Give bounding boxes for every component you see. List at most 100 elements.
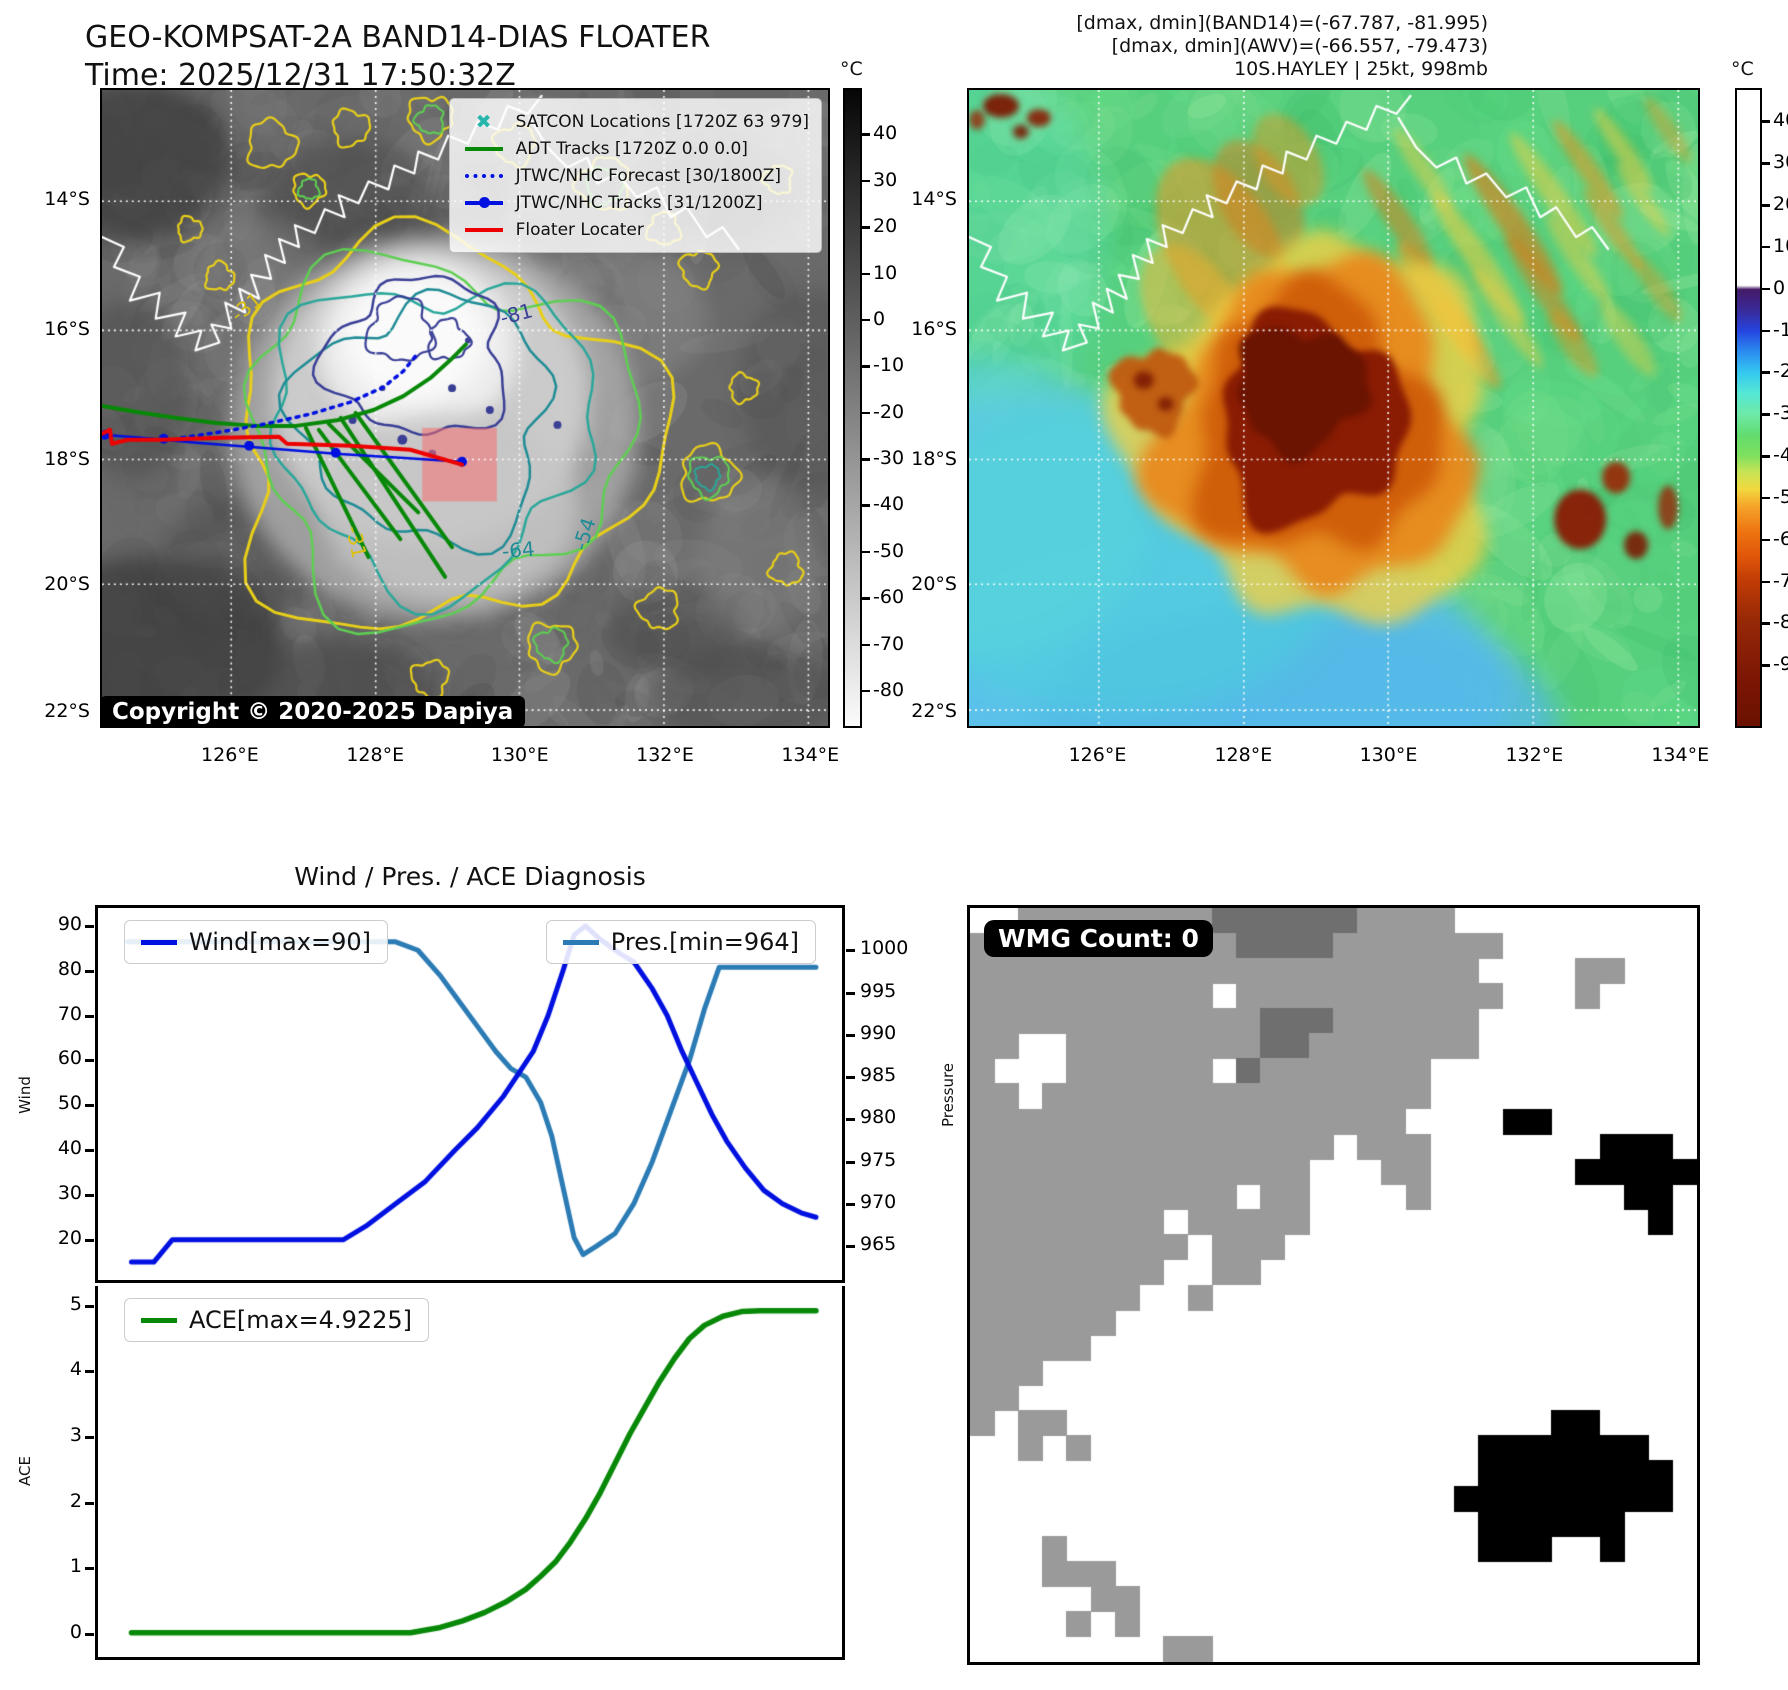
chart-tick-label: 30 [57, 1181, 82, 1204]
ace-legend-label: ACE[max=4.9225] [189, 1306, 413, 1334]
lat-tick-label: 22°S [911, 700, 957, 722]
colorbar-tick-label: -10 [1773, 318, 1788, 341]
stat-awv-dmax-dmin: [dmax, dmin](AWV)=(-66.557, -79.473) [1111, 35, 1488, 57]
chart-tick-label: 1 [69, 1555, 82, 1578]
lat-tick-label: 22°S [44, 700, 90, 722]
colorbar-tick-label: 10 [873, 261, 898, 284]
chart-tick-label: 80 [57, 957, 82, 980]
wind-legend: Wind[max=90] [124, 920, 388, 964]
lon-tick-label: 130°E [490, 744, 549, 766]
colorbar-tick-label: 20 [1773, 193, 1788, 216]
band14-colorbar [843, 88, 862, 728]
chart-tick-label: 2 [69, 1489, 82, 1512]
chart-tick [846, 949, 855, 953]
page-title: GEO-KOMPSAT-2A BAND14-DIAS FLOATER [85, 20, 711, 55]
chart-tick [85, 1633, 94, 1637]
colorbar-tick-label: -50 [1773, 485, 1788, 508]
chart-tick [85, 1304, 94, 1308]
timestamp: Time: 2025/12/31 17:50:32Z [85, 58, 516, 93]
chart-tick [846, 1245, 855, 1249]
chart-tick-label: 50 [57, 1092, 82, 1115]
colorbar-tick [1762, 371, 1770, 374]
lon-tick-label: 126°E [1068, 744, 1127, 766]
colorbar-tick [1762, 120, 1770, 123]
chart-tick-label: 995 [860, 979, 897, 1002]
ace-canvas [98, 1286, 842, 1657]
colorbar-tick [862, 458, 870, 461]
colorbar-tick [1762, 329, 1770, 333]
colorbar-tick-label: -10 [873, 354, 905, 377]
chart-tick [846, 1160, 855, 1164]
legend-label: SATCON Locations [1720Z 63 979] [515, 111, 809, 132]
chart-tick-label: 1000 [860, 937, 909, 960]
chart-tick [85, 1436, 94, 1440]
chart-tick [85, 1501, 94, 1505]
colorbar-tick [862, 597, 870, 600]
colorbar-tick-label: -80 [873, 678, 905, 701]
chart-tick [85, 1238, 94, 1242]
lon-tick-label: 134°E [781, 744, 840, 766]
chart-tick [85, 1193, 94, 1197]
chart-tick [85, 1059, 94, 1063]
awv-map-canvas [969, 90, 1698, 726]
colorbar-tick [1762, 245, 1770, 249]
colorbar-tick [862, 133, 870, 136]
chart-tick-label: 5 [69, 1292, 82, 1315]
chart-tick-label: 0 [69, 1621, 82, 1644]
colorbar-tick [862, 689, 870, 693]
colorbar-tick [1762, 664, 1770, 667]
stat-band14-dmax-dmin: [dmax, dmin](BAND14)=(-67.787, -81.995) [1076, 12, 1488, 34]
wmg-grid-canvas [970, 908, 1697, 1662]
chart-tick-label: 990 [860, 1021, 897, 1044]
colorbar-tick-label: -40 [873, 493, 905, 516]
chart-tick-label: 90 [57, 912, 82, 935]
colorbar-tick [862, 365, 870, 368]
lat-tick-label: 20°S [911, 573, 957, 596]
chart-tick-label: 60 [57, 1047, 82, 1070]
ace-legend: ACE[max=4.9225] [124, 1298, 430, 1342]
legend-item-jtwc-tracks: JTWC/NHC Tracks [31/1200Z] [462, 189, 809, 216]
colorbar-tick-label: -60 [1773, 527, 1788, 550]
band14-colorbar-unit: °C [840, 58, 863, 80]
colorbar-tick [862, 179, 870, 183]
chart-tick-label: 975 [860, 1148, 897, 1171]
ace-axis-label: ACE [15, 1456, 34, 1486]
chart-tick-label: 4 [69, 1358, 82, 1381]
legend-item-satcon: ✖ SATCON Locations [1720Z 63 979] [462, 108, 809, 135]
lat-tick-label: 16°S [44, 317, 90, 340]
legend-item-floater: Floater Locater [462, 216, 809, 243]
chart-tick [846, 991, 855, 995]
chart-tick [85, 1014, 94, 1018]
colorbar-tick [862, 504, 870, 507]
colorbar-tick-label: 30 [873, 168, 898, 191]
lat-tick-label: 18°S [911, 447, 957, 470]
copyright-badge: Copyright © 2020-2025 Dapiya [100, 696, 526, 728]
lon-tick-label: 126°E [201, 744, 259, 766]
green-line-icon [462, 146, 506, 151]
awv-colorbar [1735, 88, 1762, 728]
wmg-count-badge: WMG Count: 0 [984, 920, 1213, 957]
chart-tick [85, 924, 94, 928]
chart-tick-label: 70 [57, 1002, 82, 1025]
wind-line-swatch [141, 939, 177, 945]
colorbar-tick [862, 411, 870, 415]
ace-chart: ACE[max=4.9225] [95, 1286, 845, 1660]
line-dot-icon [462, 196, 506, 208]
wind-pressure-canvas [98, 908, 842, 1280]
chart-tick-label: 20 [57, 1226, 82, 1249]
colorbar-tick-label: -70 [873, 632, 905, 655]
chart-tick-label: 985 [860, 1064, 897, 1087]
stat-storm-id-intensity: 10S.HAYLEY | 25kt, 998mb [1234, 58, 1488, 80]
map-legend: ✖ SATCON Locations [1720Z 63 979] ADT Tr… [448, 98, 822, 253]
lat-tick-label: 14°S [44, 188, 90, 210]
contour-label: -64 [501, 536, 536, 564]
lat-tick-label: 20°S [44, 573, 90, 596]
colorbar-tick [1762, 580, 1770, 584]
colorbar-tick [862, 272, 870, 275]
colorbar-tick [1762, 496, 1770, 500]
colorbar-tick-label: -90 [1773, 653, 1788, 676]
colorbar-tick-label: 40 [1773, 109, 1788, 132]
colorbar-tick-label: 30 [1773, 151, 1788, 174]
chart-tick-label: 965 [860, 1233, 897, 1256]
